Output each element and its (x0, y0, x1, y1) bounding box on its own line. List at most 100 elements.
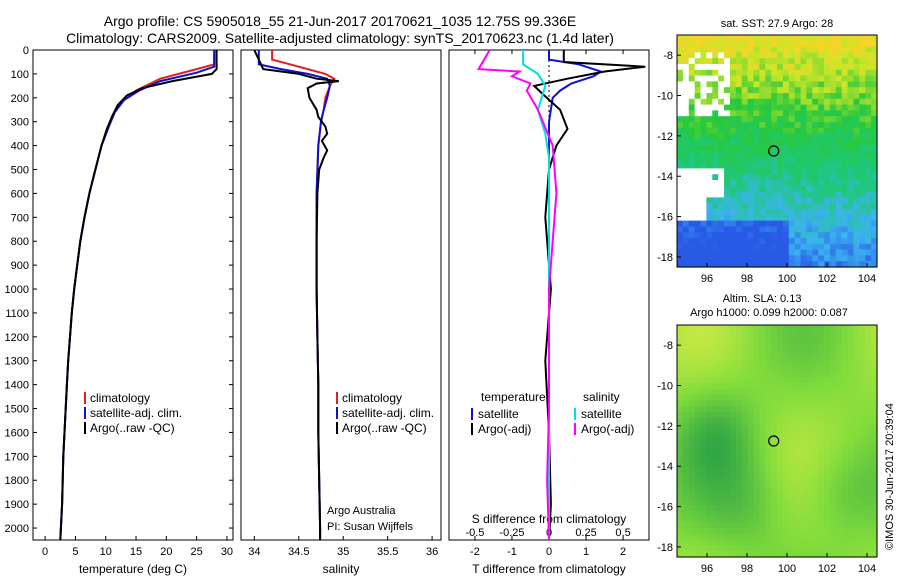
sla-map-cell (777, 510, 784, 517)
sst-map-cell (800, 81, 808, 88)
sla-map-cell (871, 533, 878, 541)
sla-map-cell (753, 475, 760, 483)
sst-map-cell (847, 145, 855, 152)
sla-map-cell (782, 383, 790, 390)
sla-map-cell (782, 464, 790, 471)
sla-map-cell (841, 435, 849, 442)
sst-map-cell (753, 40, 760, 48)
sla-map-cell (694, 394, 702, 401)
sst-map-cell (800, 191, 808, 198)
sla-map-cell (777, 417, 784, 425)
sst-map-cell (729, 203, 737, 210)
sst-map-cell (700, 87, 708, 94)
sla-map-cell (677, 441, 684, 448)
sla-map-cell (782, 458, 790, 465)
sst-map-cell (747, 226, 755, 233)
sst-map-cell (741, 185, 749, 193)
sla-map-cell (800, 342, 808, 349)
sst-map-cell (777, 226, 784, 233)
sst-map-cell (771, 197, 778, 204)
sst-map-cell (771, 46, 778, 53)
sst-map-cell (759, 156, 766, 164)
sla-map-cell (847, 417, 855, 425)
sst-map-cell (729, 191, 737, 198)
sst-map-cell (694, 127, 702, 135)
sla-map-cell (712, 522, 719, 529)
sst-map-cell (677, 133, 684, 140)
sst-map-cell (818, 174, 825, 181)
sla-map-cell (688, 464, 696, 471)
sla-map-cell (765, 325, 772, 332)
sst-map-cell (724, 40, 731, 48)
sst-map-cell (794, 174, 802, 181)
sla-map-cell (718, 371, 725, 378)
sla-map-cell (853, 504, 860, 512)
sst-map-cell (841, 203, 849, 210)
sst-map-cell (706, 220, 713, 227)
sla-map-cell (735, 365, 743, 372)
sla-map-cell (700, 441, 708, 448)
sst-map-cell (724, 98, 731, 106)
sla-map-cell (865, 429, 872, 436)
sla-map-cell (677, 475, 684, 483)
sla-map-cell (706, 348, 713, 355)
sla-map-cell (788, 493, 796, 500)
sst-map-cell (794, 145, 802, 152)
sla-map-cell (871, 412, 878, 419)
sst-map-cell (806, 139, 813, 146)
sst-map-cell (718, 75, 725, 82)
sla-map-cell (682, 441, 690, 448)
sla-map-frame (676, 324, 878, 558)
sst-map-cell (771, 209, 778, 216)
sla-map-cell (865, 388, 872, 396)
sla-map-cell (682, 533, 690, 541)
sst-map-cell (800, 40, 808, 48)
sla-map-cell (794, 539, 802, 546)
sst-map-cell (735, 162, 743, 169)
sla-map-cell (841, 458, 849, 465)
sla-map-cell (724, 406, 731, 413)
sst-map-cell (735, 203, 743, 210)
sst-map-cell (788, 185, 796, 193)
sst-map-cell (847, 87, 855, 94)
sla-map-cell (677, 493, 684, 500)
sst-map-cell (853, 255, 860, 262)
sst-map-cell (741, 69, 749, 77)
sla-map-cell (747, 423, 755, 430)
x-tick-label: 25 (191, 546, 203, 558)
sla-map-cell (677, 377, 684, 384)
sst-map-cell (806, 52, 813, 59)
sst-map-cell (700, 75, 708, 82)
sla-map-cell (812, 441, 819, 448)
sla-map-cell (688, 522, 696, 529)
sla-map-cell (794, 528, 802, 535)
sla-map-cell (771, 481, 778, 488)
sst-map-cell (718, 255, 725, 262)
sst-map-cell (724, 168, 731, 175)
sst-map-cell (724, 81, 731, 88)
sst-map-cell (765, 40, 772, 48)
sla-map-cell (753, 487, 760, 494)
sst-map-cell (771, 226, 778, 233)
sla-map-cell (700, 336, 708, 343)
sla-map-cell (824, 412, 831, 419)
sla-map-cell (782, 330, 790, 338)
sst-map-cell (824, 220, 831, 227)
sst-map-cell (782, 98, 790, 106)
x-tick-label: 10 (100, 546, 112, 558)
sst-map-cell (765, 180, 772, 187)
sst-map-cell (688, 197, 696, 204)
sla-map-cell (794, 377, 802, 384)
sla-map-cell (729, 371, 737, 378)
sst-map-cell (753, 58, 760, 65)
sst-map-cell (777, 261, 784, 268)
sla-map-cell (829, 499, 837, 506)
sst-map-cell (677, 180, 684, 187)
sst-map-cell (741, 174, 749, 181)
sst-map-cell (788, 261, 796, 268)
sla-map-cell (794, 365, 802, 372)
sst-map-cell (847, 220, 855, 227)
sst-map-cell (735, 214, 743, 222)
sla-map-cell (741, 481, 749, 488)
sst-map-cell (847, 180, 855, 187)
